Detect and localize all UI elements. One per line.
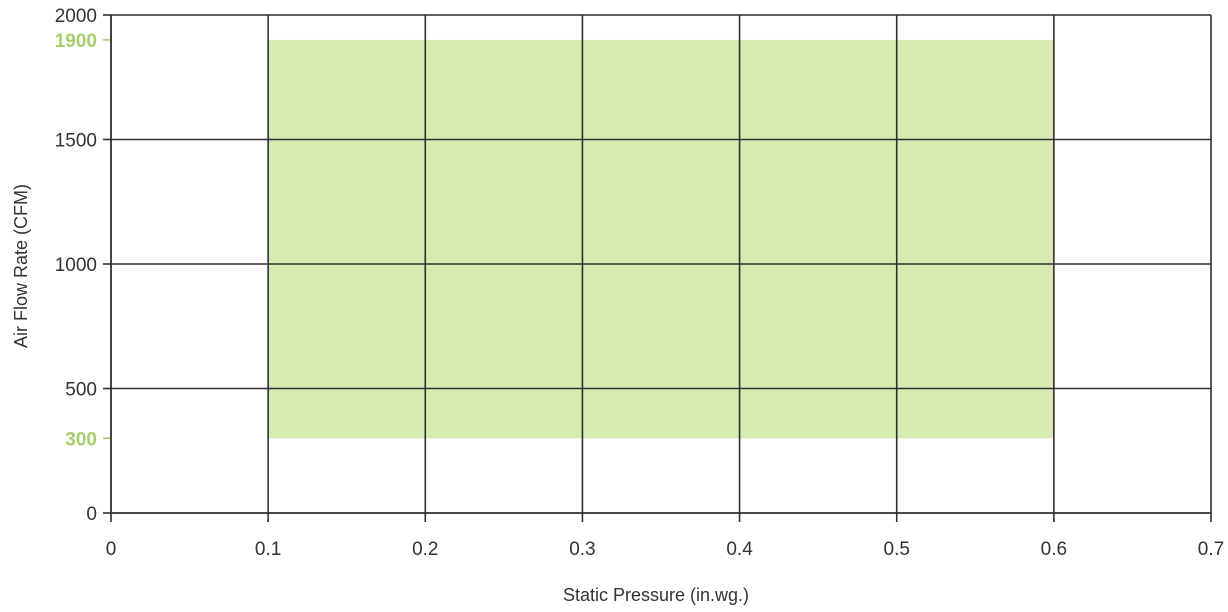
y-tick-label: 1500	[55, 131, 97, 152]
y-tick-label: 2000	[55, 6, 97, 27]
x-tick-label: 0.4	[726, 539, 753, 560]
highlight-tick-label: 300	[65, 429, 97, 450]
grid-layer	[111, 14, 1212, 513]
x-tick-label: 0.5	[884, 539, 910, 560]
axis-layer: 0 0.1 0.2 0.3 0.4 0.5 0.6 0.7 0 500 1000 1500 2000 30…	[55, 6, 1224, 560]
x-tick-label: 0.7	[1198, 539, 1224, 560]
y-tick-label: 0	[86, 504, 97, 525]
y-tick-label: 500	[65, 380, 97, 401]
y-tick-label: 1000	[55, 255, 97, 276]
x-tick-label: 0.2	[412, 539, 438, 560]
x-tick-label: 0	[106, 539, 117, 560]
highlight-tick-label: 1900	[55, 31, 97, 52]
region-layer	[268, 39, 1054, 439]
label-layer: Static Pressure (in.wg.) Air Flow Rate (…	[11, 184, 749, 605]
operating-region	[268, 39, 1054, 439]
x-tick-label: 0.1	[255, 539, 281, 560]
x-tick-label: 0.3	[569, 539, 595, 560]
x-tick-label: 0.6	[1041, 539, 1067, 560]
x-axis-label: Static Pressure (in.wg.)	[563, 585, 749, 605]
y-axis-label: Air Flow Rate (CFM)	[11, 184, 31, 348]
